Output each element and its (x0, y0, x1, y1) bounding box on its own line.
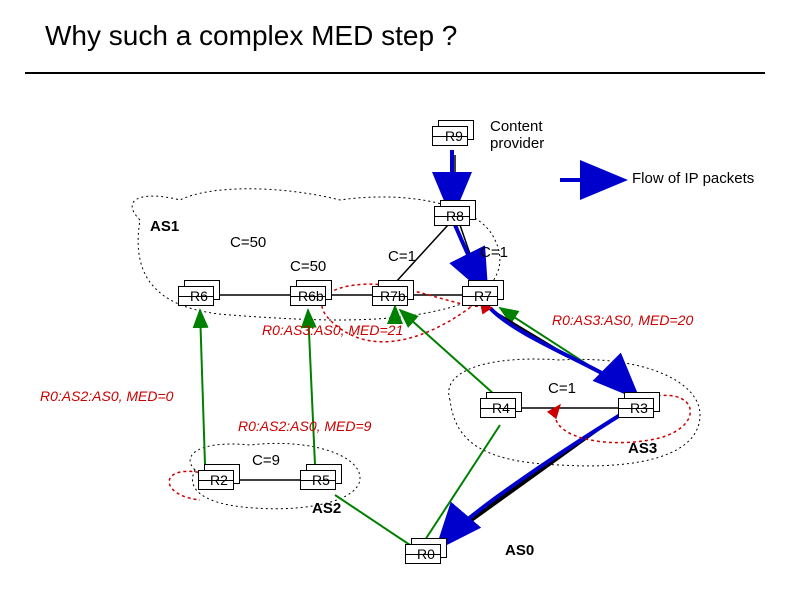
router-label-r6: R6 (190, 288, 208, 304)
med-20: R0:AS3:AS0, MED=20 (552, 312, 693, 328)
as2-label: AS2 (312, 500, 341, 517)
cost-c1c: C=1 (548, 380, 576, 397)
cost-c50b: C=50 (290, 258, 326, 275)
med-0: R0:AS2:AS0, MED=0 (40, 388, 173, 404)
router-label-r2: R2 (210, 472, 228, 488)
legend-flow: Flow of IP packets (632, 170, 754, 187)
router-label-r3: R3 (630, 400, 648, 416)
router-label-r6b: R6b (298, 288, 324, 304)
cost-c9: C=9 (252, 452, 280, 469)
content-provider-label: Contentprovider (490, 118, 544, 153)
med-9: R0:AS2:AS0, MED=9 (238, 418, 371, 434)
router-label-r8: R8 (446, 208, 464, 224)
router-label-r5: R5 (312, 472, 330, 488)
router-label-r4: R4 (492, 400, 510, 416)
cost-c1a: C=1 (388, 248, 416, 265)
cost-c50a: C=50 (230, 234, 266, 251)
router-label-r7: R7 (474, 288, 492, 304)
router-label-r7b: R7b (380, 288, 406, 304)
as3-label: AS3 (628, 440, 657, 457)
router-label-r9: R9 (445, 128, 463, 144)
as1-label: AS1 (150, 218, 179, 235)
cost-c1b: C=1 (480, 244, 508, 261)
as0-label: AS0 (505, 542, 534, 559)
med-21: R0:AS3:AS0, MED=21 (262, 322, 403, 338)
router-label-r0: R0 (417, 546, 435, 562)
